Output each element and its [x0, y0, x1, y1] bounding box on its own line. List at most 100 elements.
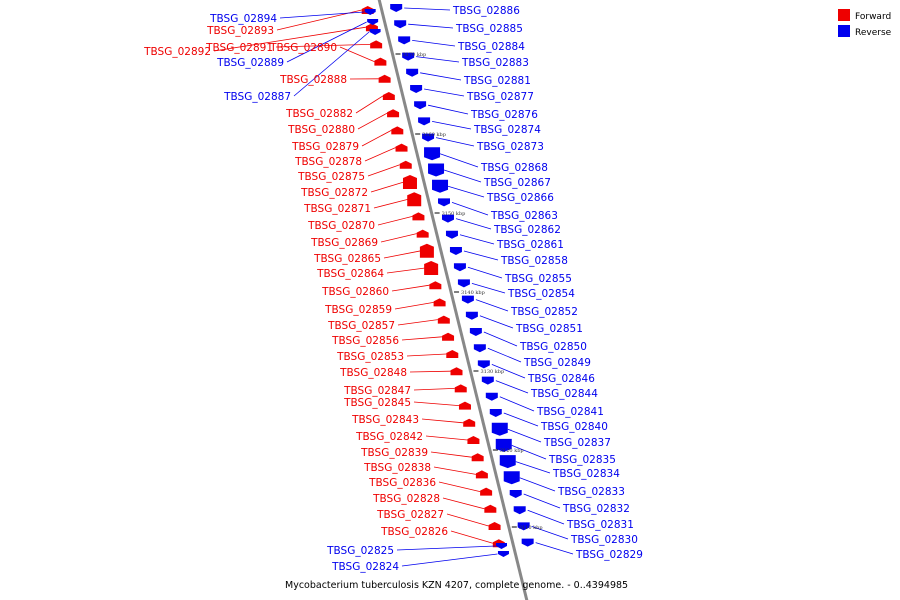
- leader-line: [394, 302, 434, 310]
- leader-line: [397, 319, 438, 326]
- reverse-gene-label: TBSG_02841: [536, 406, 604, 418]
- leader-line: [443, 169, 482, 183]
- reverse-gene-label: TBSG_02867: [483, 177, 551, 189]
- forward-gene-label: TBSG_02827: [376, 509, 444, 521]
- leader-line: [433, 466, 476, 475]
- reverse-gene-feature: [414, 101, 427, 110]
- leader-line: [391, 284, 430, 292]
- leader-line: [396, 545, 496, 551]
- leader-line: [438, 481, 481, 492]
- forward-gene-label: TBSG_02890: [269, 42, 337, 54]
- forward-gene-feature: [399, 160, 412, 169]
- reverse-gene-label: TBSG_02850: [519, 341, 587, 353]
- reverse-gene-feature: [485, 392, 498, 401]
- forward-gene-label: TBSG_02856: [331, 335, 399, 347]
- forward-gene-label: TBSG_02839: [360, 447, 428, 459]
- leader-line: [424, 88, 465, 97]
- forward-gene-feature: [419, 243, 434, 258]
- forward-gene-label: TBSG_02892: [143, 46, 211, 58]
- forward-gene-feature: [442, 332, 455, 341]
- reverse-gene-feature: [369, 29, 381, 35]
- forward-gene-feature: [407, 192, 422, 207]
- leader-line: [499, 396, 535, 412]
- reverse-gene-label: TBSG_02831: [566, 519, 634, 531]
- reverse-gene-label: TBSG_02876: [470, 109, 538, 121]
- leader-line: [412, 40, 456, 47]
- tick-label: 3170 kbp: [403, 52, 427, 58]
- tick-label: 3150 kbp: [442, 211, 466, 217]
- reverse-gene-label: TBSG_02877: [466, 91, 534, 103]
- reverse-gene-feature: [441, 214, 454, 223]
- forward-gene-feature: [488, 522, 501, 530]
- reverse-gene-feature: [394, 20, 407, 29]
- forward-gene-feature: [412, 212, 425, 221]
- reverse-gene-feature: [499, 455, 516, 469]
- reverse-gene-feature: [422, 133, 435, 142]
- forward-gene-label: TBSG_02847: [343, 385, 411, 397]
- leader-line: [339, 46, 375, 62]
- forward-gene-feature: [402, 175, 417, 189]
- forward-gene-label: TBSG_02880: [287, 124, 355, 136]
- leader-line: [511, 445, 547, 460]
- leader-line: [286, 21, 367, 63]
- reverse-gene-label: TBSG_02863: [490, 210, 558, 222]
- genome-caption: Mycobacterium tuberculosis KZN 4207, com…: [285, 580, 628, 591]
- leader-line: [420, 72, 462, 81]
- reverse-gene-feature: [491, 422, 508, 436]
- reverse-gene-feature: [489, 409, 502, 417]
- leader-line: [430, 451, 472, 458]
- forward-gene-feature: [416, 229, 429, 238]
- reverse-gene-label: TBSG_02834: [552, 468, 620, 480]
- leader-line: [406, 353, 447, 357]
- forward-gene-feature: [391, 126, 404, 135]
- forward-gene-label: TBSG_02893: [206, 25, 274, 37]
- leader-line: [364, 147, 396, 162]
- leader-line: [535, 542, 574, 555]
- reverse-gene-feature: [449, 247, 462, 255]
- leader-line: [491, 364, 526, 379]
- leader-line: [442, 497, 485, 510]
- reverse-gene-label: TBSG_02873: [476, 141, 544, 153]
- forward-gene-label: TBSG_02891: [205, 42, 273, 54]
- reverse-gene-label: TBSG_02858: [500, 255, 568, 267]
- leader-line: [293, 31, 370, 97]
- legend-reverse-swatch: [838, 25, 850, 37]
- leader-line: [386, 267, 426, 274]
- leader-line: [413, 388, 455, 391]
- forward-gene-feature: [450, 367, 463, 376]
- forward-gene-label: TBSG_02878: [294, 156, 362, 168]
- reverse-gene-label: TBSG_02837: [543, 437, 611, 449]
- leader-line: [361, 130, 392, 147]
- reverse-gene-label: TBSG_02881: [463, 75, 531, 87]
- leader-line: [463, 250, 499, 261]
- reverse-gene-label: TBSG_02849: [523, 357, 591, 369]
- leader-line: [475, 299, 509, 312]
- legend-reverse-label: Reverse: [855, 28, 892, 38]
- reverse-gene-feature: [457, 279, 470, 288]
- reverse-gene-feature: [465, 311, 478, 320]
- reverse-gene-label: TBSG_02889: [216, 57, 284, 69]
- forward-gene-feature: [378, 74, 391, 83]
- leader-line: [357, 112, 388, 130]
- forward-gene-label: TBSG_02857: [327, 320, 395, 332]
- reverse-gene-feature: [509, 490, 522, 498]
- forward-gene-feature: [433, 298, 446, 307]
- reverse-gene-label: TBSG_02844: [530, 388, 598, 400]
- reverse-gene-label: TBSG_02884: [457, 41, 525, 53]
- reverse-gene-label: TBSG_02846: [527, 373, 595, 385]
- reverse-gene-feature: [432, 179, 449, 193]
- reverse-gene-feature: [495, 438, 512, 452]
- forward-gene-feature: [446, 350, 459, 358]
- reverse-gene-label: TBSG_02866: [486, 192, 554, 204]
- reverse-gene-feature: [367, 19, 379, 25]
- reverse-gene-feature: [497, 551, 509, 557]
- tick-label: 3140 kbp: [461, 290, 485, 296]
- tick-label: 3110 kbp: [519, 525, 543, 531]
- forward-gene-feature: [370, 40, 383, 49]
- leader-line: [409, 370, 451, 373]
- forward-gene-label: TBSG_02872: [300, 187, 368, 199]
- label-leaders: [213, 7, 574, 567]
- reverse-gene-feature: [469, 328, 482, 336]
- forward-gene-feature: [467, 436, 480, 444]
